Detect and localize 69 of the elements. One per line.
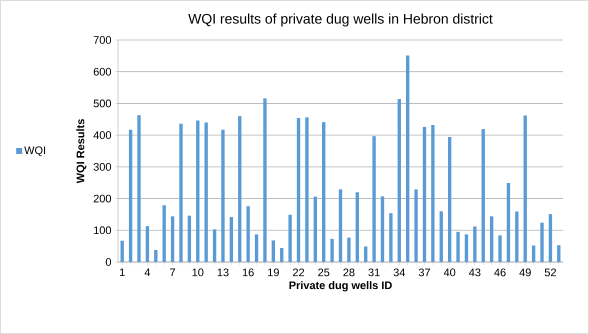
x-tick-label: 1 [120, 268, 125, 276]
y-tick-label: 400 [93, 131, 112, 140]
y-tick-label: 300 [94, 162, 112, 171]
bar [330, 238, 334, 262]
x-tick-label: 22 [292, 268, 304, 276]
bar [204, 122, 208, 262]
x-tick-label: 37 [418, 268, 430, 276]
x-tick-label: 4 [144, 268, 150, 276]
bar [515, 212, 519, 262]
x-tick-label: 25 [318, 268, 330, 276]
bar [170, 216, 174, 262]
x-tick-label: 49 [519, 268, 531, 276]
legend-label: WQI [24, 146, 46, 156]
bar [120, 240, 124, 262]
bar [364, 246, 368, 262]
bar [280, 248, 284, 262]
bar [305, 117, 309, 262]
bar [356, 192, 359, 262]
bar [246, 206, 250, 262]
bar [557, 245, 560, 262]
bar [322, 122, 326, 262]
bar [440, 211, 443, 262]
bar [540, 222, 544, 262]
y-axis-title: WQI Results [76, 119, 86, 184]
x-tick-label: 10 [192, 268, 204, 276]
bar [230, 216, 234, 262]
x-tick-label: 52 [544, 268, 556, 276]
bar [238, 116, 242, 262]
bar [473, 226, 477, 262]
bar [154, 250, 158, 262]
x-tick-label: 7 [170, 268, 176, 276]
y-tick-label: 500 [94, 100, 112, 108]
bar [372, 136, 376, 262]
bar [482, 129, 485, 262]
y-tick-label: 700 [94, 36, 112, 44]
bar [448, 137, 452, 262]
bar [431, 124, 435, 262]
bar [272, 240, 276, 262]
x-tick-label: 40 [444, 268, 456, 276]
x-tick-label: 19 [268, 268, 279, 276]
bar [288, 214, 292, 262]
y-tick-label: 600 [94, 68, 112, 76]
x-tick-label: 16 [242, 268, 254, 276]
y-tick-label: 0 [106, 258, 112, 266]
x-tick-label: 31 [368, 268, 380, 276]
bar [146, 226, 150, 262]
bar [389, 213, 393, 262]
bar [414, 189, 418, 262]
bar [128, 130, 132, 262]
bar [524, 115, 527, 262]
bar [162, 205, 166, 262]
x-tick-label: 34 [394, 268, 406, 276]
x-tick-label: 28 [343, 268, 355, 276]
chart-title: WQI results of private dug wells in Hebron district [188, 13, 493, 26]
bar [188, 216, 192, 262]
x-tick-label: 13 [218, 268, 229, 276]
bar [314, 196, 317, 262]
bar [532, 246, 536, 262]
y-tick-label: 200 [94, 194, 112, 202]
x-tick-label: 46 [494, 268, 506, 276]
x-tick-label: 43 [469, 268, 480, 276]
x-axis-title: Private dug wells ID [289, 281, 392, 292]
bar [406, 56, 410, 262]
bar [398, 98, 401, 262]
y-tick-label: 100 [94, 226, 112, 234]
bar [196, 120, 200, 262]
bar [490, 216, 494, 262]
bar [548, 214, 552, 262]
bar [347, 238, 351, 262]
